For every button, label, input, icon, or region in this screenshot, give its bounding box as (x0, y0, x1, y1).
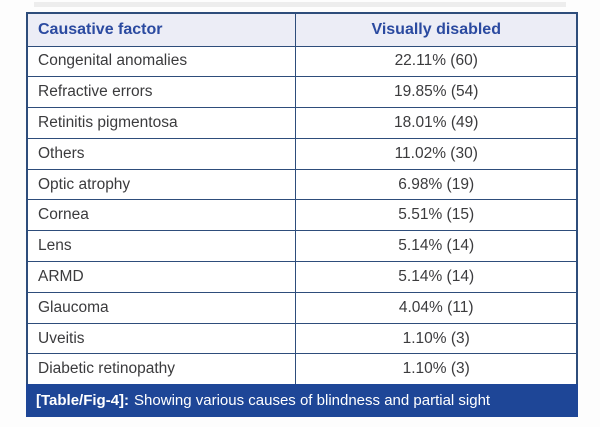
value-cell: 18.01% (49) (295, 107, 578, 139)
column-header-visually-disabled: Visually disabled (295, 12, 578, 47)
caption-bar: [Table/Fig-4]: Showing various causes of… (26, 384, 578, 417)
scan-artifact-strip (34, 2, 566, 7)
table-row: Congenital anomalies 22.11% (60) (26, 45, 578, 78)
table-row: Cornea 5.51% (15) (26, 199, 578, 232)
caption-text: Showing various causes of blindness and … (134, 392, 491, 409)
value-cell: 22.11% (60) (295, 45, 578, 78)
value-cell: 19.85% (54) (295, 76, 578, 109)
factor-cell: Diabetic retinopathy (26, 353, 297, 386)
factor-cell: Glaucoma (26, 291, 297, 324)
factor-cell: Others (26, 137, 297, 170)
table-row: Uveitis 1.10% (3) (26, 322, 578, 355)
value-cell: 5.14% (14) (295, 261, 578, 293)
value-cell: 6.98% (19) (295, 168, 578, 201)
caption-label: [Table/Fig-4]: (36, 392, 130, 409)
value-cell: 1.10% (3) (295, 353, 578, 386)
value-cell: 11.02% (30) (295, 137, 578, 170)
table-row: Glaucoma 4.04% (11) (26, 291, 578, 324)
factor-cell: Refractive errors (26, 76, 297, 109)
table-row: Others 11.02% (30) (26, 137, 578, 170)
value-cell: 1.10% (3) (295, 322, 578, 355)
table-row: Lens 5.14% (14) (26, 230, 578, 263)
causes-of-blindness-table: Causative factor Visually disabled Conge… (26, 12, 578, 386)
factor-cell: Optic atrophy (26, 168, 297, 201)
factor-cell: Retinitis pigmentosa (26, 107, 297, 139)
table-row: Optic atrophy 6.98% (19) (26, 168, 578, 201)
header-row: Causative factor Visually disabled (26, 12, 578, 47)
table-row: Diabetic retinopathy 1.10% (3) (26, 353, 578, 386)
value-cell: 5.14% (14) (295, 230, 578, 263)
table-row: Refractive errors 19.85% (54) (26, 76, 578, 109)
factor-cell: Cornea (26, 199, 297, 232)
column-header-causative-factor: Causative factor (26, 12, 297, 47)
factor-cell: Lens (26, 230, 297, 263)
factor-cell: ARMD (26, 261, 297, 293)
factor-cell: Uveitis (26, 322, 297, 355)
table-row: ARMD 5.14% (14) (26, 261, 578, 293)
value-cell: 4.04% (11) (295, 291, 578, 324)
table-row: Retinitis pigmentosa 18.01% (49) (26, 107, 578, 139)
factor-cell: Congenital anomalies (26, 45, 297, 78)
value-cell: 5.51% (15) (295, 199, 578, 232)
